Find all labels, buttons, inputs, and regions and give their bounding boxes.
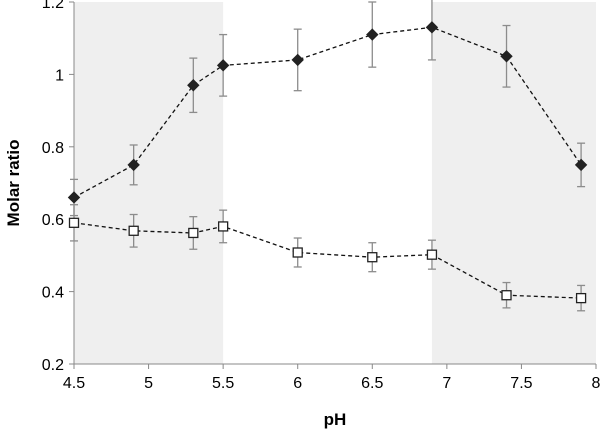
series-line	[73, 222, 582, 299]
x-tick-label: 7.5	[510, 375, 532, 392]
y-tick-label: 1.2	[42, 0, 64, 12]
x-tick-label: 6.5	[361, 375, 383, 392]
x-tick-label: 4.5	[63, 375, 85, 392]
shaded-band-0	[74, 2, 224, 364]
data-point-diamond	[127, 158, 140, 172]
data-point-diamond	[291, 53, 304, 67]
x-tick-label: 7	[442, 375, 451, 392]
x-axis-title: pH	[324, 410, 347, 429]
series-square	[68, 204, 587, 312]
data-point-diamond	[216, 59, 230, 72]
data-point-square	[128, 225, 139, 236]
data-point-square	[575, 292, 587, 304]
x-tick-label: 5.5	[212, 375, 234, 392]
data-point-diamond	[67, 191, 81, 204]
y-tick-label: 1	[55, 67, 64, 84]
y-tick-label: 0.4	[42, 285, 64, 302]
data-point-diamond	[187, 79, 200, 92]
y-tick-label: 0.2	[42, 357, 64, 374]
x-tick-label: 5	[144, 375, 153, 392]
ticks: 4.5 5 5.5 6 6.5 7 7.5 8 0.2 0.4 0.6 0.8 1 1.2	[42, 0, 601, 392]
data-point-square	[68, 217, 80, 228]
shaded-band-1	[431, 2, 596, 364]
data-point-diamond	[425, 21, 439, 34]
plot-area	[67, 0, 588, 312]
data-point-square	[292, 247, 303, 258]
data-point-square	[501, 290, 512, 301]
data-point-square	[188, 227, 199, 239]
data-point-square	[426, 249, 438, 260]
data-point-diamond	[366, 28, 379, 41]
y-tick-label: 0.8	[42, 140, 64, 157]
data-point-diamond	[574, 158, 588, 172]
data-point-diamond	[500, 50, 513, 63]
series-diamond	[67, 0, 588, 217]
y-axis-title: Molar ratio	[4, 140, 23, 227]
x-tick-label: 6	[293, 375, 302, 392]
data-point-square	[367, 252, 378, 263]
series-line	[73, 26, 582, 199]
data-point-square	[217, 221, 229, 232]
y-tick-label: 0.6	[42, 212, 64, 229]
shaded-bands	[74, 2, 596, 364]
x-tick-label: 8	[592, 375, 601, 392]
